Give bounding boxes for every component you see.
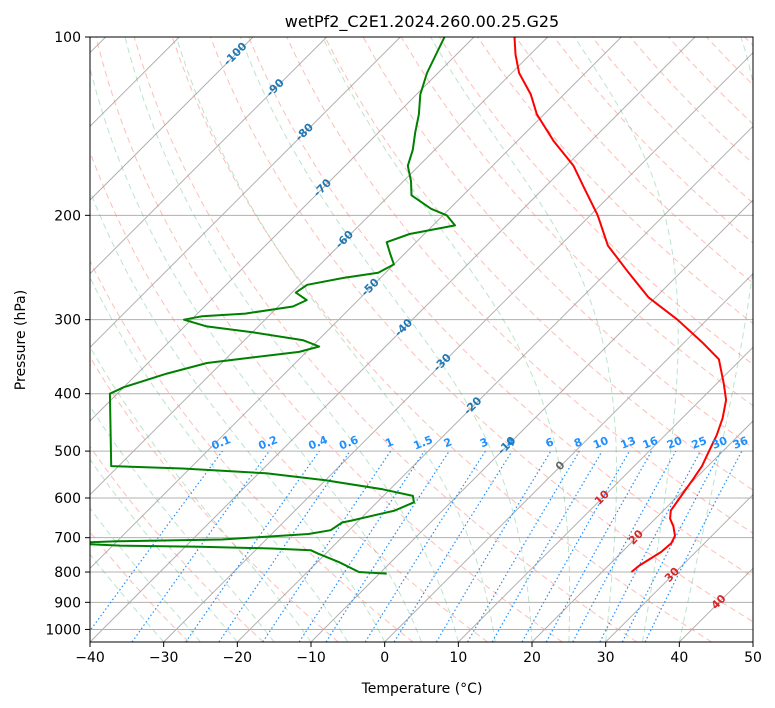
moist-adiabat xyxy=(90,345,312,642)
dry-adiabat xyxy=(324,37,753,491)
isotherm-gridline xyxy=(163,51,753,642)
y-tick-label: 1000 xyxy=(45,622,81,638)
mixing-ratio-label: 13 xyxy=(619,434,638,452)
mixing-ratio-label: 2 xyxy=(442,435,454,450)
mixing-ratio-line xyxy=(644,450,743,642)
isotherm-gridline xyxy=(384,272,753,642)
mixing-ratio-line xyxy=(218,450,351,642)
isotherm-gridline xyxy=(90,37,401,349)
isotherm-gridline xyxy=(605,493,753,642)
x-tick-label: 30 xyxy=(597,650,615,666)
mixing-ratio-label: 16 xyxy=(641,434,660,452)
x-tick-label: −20 xyxy=(223,650,253,666)
plot-frame xyxy=(89,36,754,643)
y-tick-label: 300 xyxy=(54,313,81,329)
isotherm-gridline xyxy=(531,420,753,642)
y-axis-title: Pressure (hPa) xyxy=(13,290,29,390)
mixing-ratio-line xyxy=(185,450,320,642)
dry-adiabat xyxy=(171,37,712,642)
chart-title: wetPf2_C2E1.2024.260.00.25.G25 xyxy=(285,12,559,32)
isotherm-gridline xyxy=(457,346,753,642)
mixing-ratio-line xyxy=(521,450,631,642)
dry-adiabat xyxy=(90,356,339,642)
mixing-ratio-label: 10 xyxy=(591,434,610,452)
dry-adiabat xyxy=(286,37,753,534)
y-axis: 100 200 300 400 500 600 700 800 900 1000 xyxy=(45,30,90,638)
x-tick-label: −10 xyxy=(296,650,326,666)
x-tick-label: 40 xyxy=(670,650,688,666)
y-tick-label: 500 xyxy=(54,444,81,460)
mixing-ratio-line xyxy=(90,450,223,632)
mixing-ratio-label: 8 xyxy=(572,435,584,450)
mixing-ratio-label: 3 xyxy=(478,435,490,450)
x-tick-label: −30 xyxy=(149,650,179,666)
moist-adiabat xyxy=(90,507,201,642)
isotherm-gridline xyxy=(236,125,753,642)
plot-area xyxy=(90,37,753,642)
mixing-ratio-line xyxy=(262,450,392,642)
mixing-ratio-line xyxy=(325,450,450,642)
isotherm-gridline xyxy=(90,37,549,496)
mixing-ratio-label: 25 xyxy=(690,434,709,452)
annotations: 0.1 0.2 0.4 0.6 1 1.5 2 3 4 6 8 10 13 16 20 25 30 36-100-… xyxy=(210,39,751,611)
dewpoint-line xyxy=(90,37,456,575)
mixing-ratio-label: 36 xyxy=(731,434,750,452)
x-axis: −40 −30 −20 −10 0 10 20 30 40 50 xyxy=(75,642,762,666)
y-tick-label: 600 xyxy=(54,491,81,507)
moist-adiabat xyxy=(90,189,386,642)
mixing-ratio-line xyxy=(131,450,270,642)
dry-adiabat xyxy=(90,445,264,642)
x-axis-title: Temperature (°C) xyxy=(361,681,483,697)
moist-adiabat xyxy=(90,276,349,642)
moist-adiabat xyxy=(90,553,165,642)
y-tick-label: 900 xyxy=(54,595,81,611)
moist-adiabat xyxy=(90,65,422,642)
moist-adiabat xyxy=(574,37,679,642)
moist-adiabat xyxy=(124,37,459,642)
isotherm-gridline xyxy=(90,37,254,201)
mixing-ratio-line xyxy=(545,450,653,642)
dry-adiabat xyxy=(248,37,753,578)
moist-adiabat xyxy=(90,458,238,642)
dry-adiabat xyxy=(515,37,753,284)
y-tick-label: 400 xyxy=(54,387,81,403)
isotherm-gridline xyxy=(90,37,475,422)
moist-adiabat xyxy=(430,37,617,642)
mixing-ratio-line xyxy=(393,450,513,642)
x-tick-label: −40 xyxy=(75,650,105,666)
x-tick-label: 50 xyxy=(744,650,762,666)
dry-adiabat xyxy=(210,37,753,623)
mixing-ratio-label: 20 xyxy=(665,434,684,452)
moist-adiabat xyxy=(678,37,753,642)
x-tick-label: 20 xyxy=(523,650,541,666)
dry-adiabat xyxy=(95,37,563,642)
dry-adiabat xyxy=(90,259,414,642)
mixing-ratio-label: 30 xyxy=(710,434,729,452)
y-tick-label: 100 xyxy=(54,30,81,46)
y-tick-label: 200 xyxy=(54,208,81,224)
mixing-ratio-line xyxy=(572,450,677,642)
isotherm-gridline xyxy=(90,37,328,275)
y-tick-label: 800 xyxy=(54,565,81,581)
moist-adiabat xyxy=(239,37,533,642)
y-tick-label: 700 xyxy=(54,531,81,547)
moist-adiabat xyxy=(90,405,275,642)
moist-adiabat xyxy=(175,37,496,642)
temperature-line xyxy=(513,37,728,573)
moist-adiabat xyxy=(322,37,571,642)
mixing-ratio-line xyxy=(298,450,425,642)
x-tick-label: 10 xyxy=(449,650,467,666)
mixing-ratio-label: 1 xyxy=(383,435,395,450)
x-tick-label: 0 xyxy=(380,650,389,666)
dry-adiabat xyxy=(133,37,638,642)
isotherm-gridline xyxy=(90,37,696,642)
